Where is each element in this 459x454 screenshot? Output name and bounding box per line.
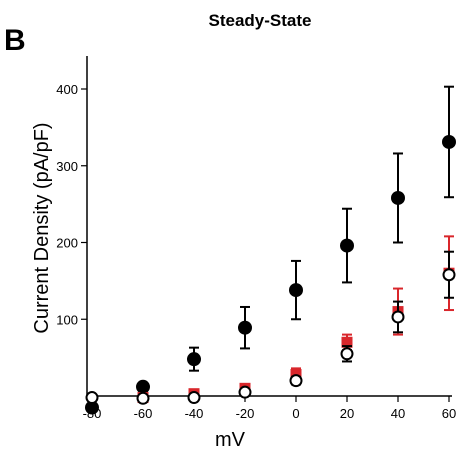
- data-point: [238, 320, 252, 335]
- data-point: [391, 190, 405, 205]
- y-tick-label: 100: [56, 312, 78, 327]
- data-point: [187, 352, 201, 367]
- data-point: [442, 268, 456, 282]
- y-axis-label: Current Density (pA/pF): [31, 122, 53, 333]
- y-tick-label: 300: [56, 159, 78, 174]
- x-tick-label: 40: [391, 406, 405, 421]
- x-axis-label: mV: [215, 429, 246, 451]
- chart-title: Steady-State: [209, 11, 312, 30]
- series-1: [85, 85, 456, 415]
- data-point: [442, 134, 456, 149]
- data-point: [136, 379, 150, 394]
- data-marks: [85, 85, 456, 415]
- panel-letter: B: [4, 24, 26, 57]
- x-tick-label: -40: [185, 406, 204, 421]
- data-point: [341, 336, 353, 348]
- x-tick-label: 20: [340, 406, 354, 421]
- data-point: [238, 385, 252, 399]
- data-point: [340, 238, 354, 253]
- data-point: [391, 310, 405, 324]
- x-tick-label: 0: [292, 406, 299, 421]
- x-tick-label: -20: [236, 406, 255, 421]
- data-point: [289, 374, 303, 388]
- x-tick-label: 60: [442, 406, 456, 421]
- data-point: [85, 391, 99, 405]
- data-point: [136, 391, 150, 405]
- series-3: [85, 250, 456, 405]
- x-tick-label: -60: [134, 406, 153, 421]
- y-tick-label: 400: [56, 82, 78, 97]
- data-point: [85, 400, 99, 415]
- y-tick-label: 200: [56, 236, 78, 251]
- data-point: [289, 283, 303, 298]
- data-point: [340, 347, 354, 361]
- data-point: [187, 391, 201, 405]
